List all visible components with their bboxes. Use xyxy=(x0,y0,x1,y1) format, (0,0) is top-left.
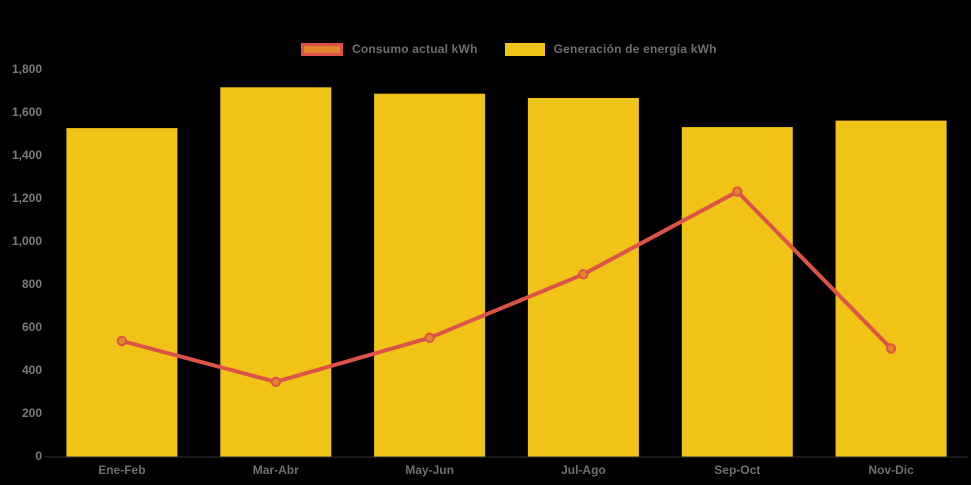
line-marker-Jul-Ago xyxy=(578,269,589,280)
line-marker-Mar-Abr xyxy=(270,376,281,387)
y-axis-tick-label: 200 xyxy=(22,406,42,420)
y-axis-tick-label: 1,000 xyxy=(12,234,42,248)
y-axis-tick-label: 800 xyxy=(22,277,42,291)
y-axis-tick-label: 1,400 xyxy=(12,148,42,162)
line-marker-Ene-Feb xyxy=(116,335,128,347)
legend-swatch-bar-icon xyxy=(504,42,545,56)
line-marker-Sep-Oct xyxy=(732,186,743,197)
legend-item-generacion[interactable]: Generación de energía kWh xyxy=(504,42,717,56)
y-axis-tick-label: 1,600 xyxy=(12,105,42,119)
y-axis-tick-label: 1,800 xyxy=(12,62,42,76)
bar-generacion-May-Jun xyxy=(374,93,486,457)
y-axis-tick-label: 0 xyxy=(35,449,42,463)
x-axis-label-Nov-Dic: Nov-Dic xyxy=(868,463,914,477)
legend-swatch-line-marker-icon xyxy=(301,42,343,56)
legend-item-consumo[interactable]: Consumo actual kWh xyxy=(301,42,478,56)
legend-label-consumo: Consumo actual kWh xyxy=(352,42,478,56)
legend-label-generacion: Generación de energía kWh xyxy=(553,42,717,56)
bar-generacion-Mar-Abr xyxy=(220,87,332,458)
y-axis-tick-label: 600 xyxy=(22,320,42,334)
x-axis-label-Sep-Oct: Sep-Oct xyxy=(714,463,760,477)
x-axis-label-Ene-Feb: Ene-Feb xyxy=(98,463,145,477)
x-axis-label-Mar-Abr: Mar-Abr xyxy=(253,463,299,477)
x-axis-label-May-Jun: May-Jun xyxy=(405,463,454,477)
x-axis-label-Jul-Ago: Jul-Ago xyxy=(561,463,606,477)
bar-generacion-Sep-Oct xyxy=(681,127,793,457)
line-marker-Nov-Dic xyxy=(885,343,897,354)
bar-generacion-Nov-Dic xyxy=(835,120,947,457)
line-consumo xyxy=(119,189,894,384)
chart-legend: Consumo actual kWh Generación de energía… xyxy=(301,41,717,57)
y-axis-tick-label: 400 xyxy=(22,363,42,377)
line-marker-May-Jun xyxy=(424,332,435,343)
bar-generacion-Ene-Feb xyxy=(66,128,178,457)
y-axis-tick-label: 1,200 xyxy=(12,191,42,205)
